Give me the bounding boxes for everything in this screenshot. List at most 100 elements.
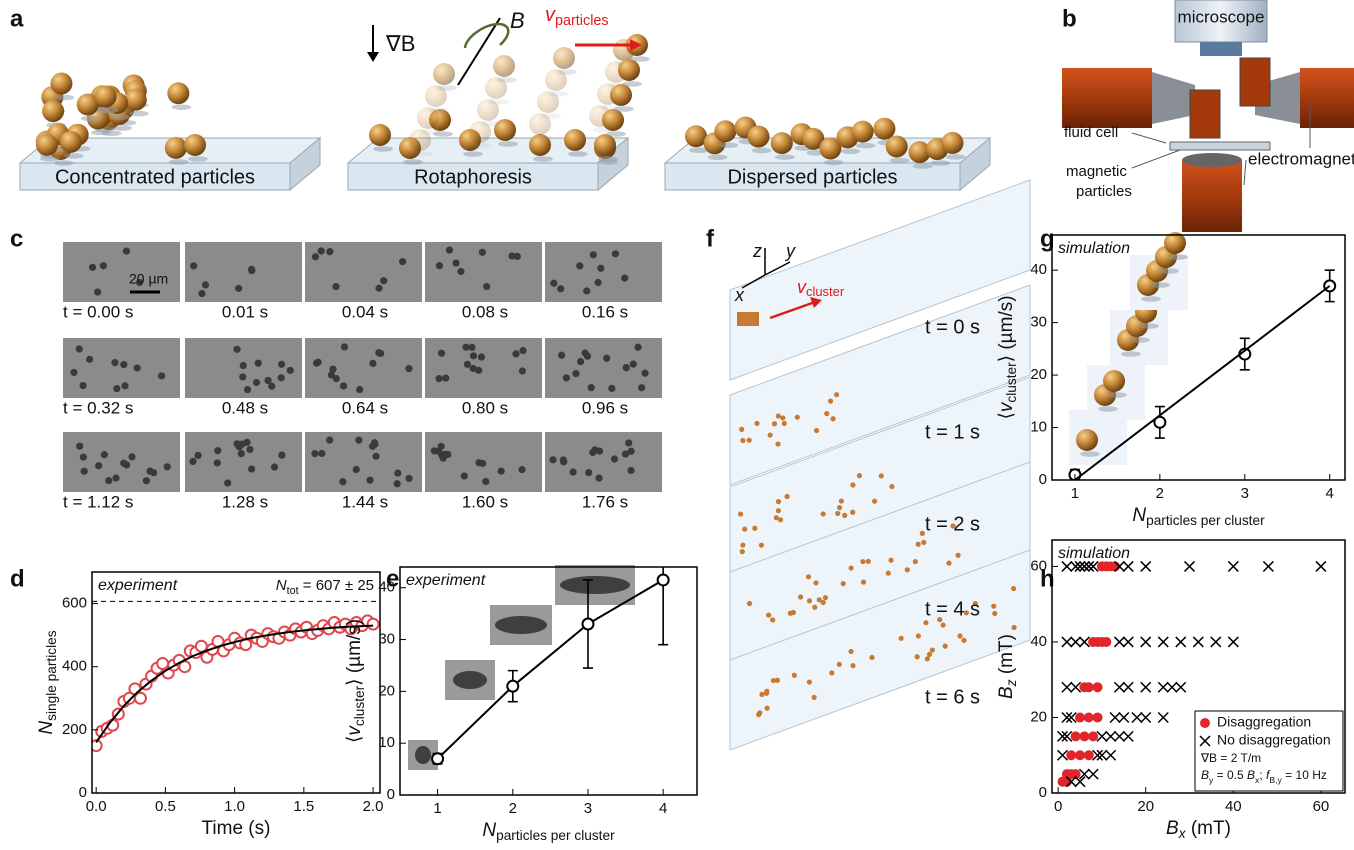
- x-tick-label: 1.5: [293, 798, 314, 815]
- data-point: [1093, 682, 1103, 692]
- data-point: [1211, 637, 1221, 647]
- text-segment: single particles: [44, 630, 59, 721]
- decoration: [714, 120, 736, 142]
- time-label: 0.04 s: [342, 302, 388, 321]
- decoration: [1182, 160, 1242, 232]
- annotation: simulation: [1058, 240, 1130, 257]
- decoration: [112, 125, 132, 131]
- decoration: [1139, 323, 1159, 329]
- data-point: [1176, 637, 1186, 647]
- decoration: [40, 156, 60, 162]
- decoration: [791, 610, 796, 615]
- decoration: [738, 511, 743, 516]
- decoration: [54, 160, 74, 166]
- decoration: [921, 540, 926, 545]
- decoration: [839, 498, 844, 503]
- snapshot-time: t = 0 s: [925, 316, 980, 338]
- decoration: [905, 567, 910, 572]
- decoration: [581, 349, 588, 356]
- decoration: [446, 246, 453, 253]
- decoration: [194, 452, 201, 459]
- figure: abcdefghConcentrated particlesRotaphores…: [0, 0, 1354, 845]
- decoration: [248, 465, 255, 472]
- data-point: [1088, 731, 1098, 741]
- decoration: [190, 262, 197, 269]
- decoration: [842, 513, 847, 518]
- decoration: [399, 258, 406, 265]
- decoration: [188, 156, 208, 162]
- decoration: [830, 416, 835, 421]
- decoration: [737, 312, 759, 326]
- decoration: [916, 542, 921, 547]
- decoration: [94, 288, 101, 295]
- legend-note: ∇B = 2 T/m: [1200, 751, 1261, 765]
- decoration: [1244, 160, 1246, 185]
- decoration: [81, 468, 88, 475]
- y-tick-label: 20: [1030, 708, 1047, 725]
- data-point: [1106, 731, 1116, 741]
- time-label: 1.28 s: [222, 492, 268, 511]
- decoration: [611, 455, 618, 462]
- decoration: [340, 382, 347, 389]
- decoration: [305, 338, 422, 398]
- decoration: [780, 415, 785, 420]
- data-point: [1071, 731, 1081, 741]
- decoration: [377, 350, 384, 357]
- decoration: [121, 382, 128, 389]
- decoration: [550, 280, 557, 287]
- legend-label: No disaggregation: [1217, 732, 1331, 748]
- text-segment: tot: [287, 585, 299, 597]
- data-point: [1123, 731, 1133, 741]
- y-tick-label: 10: [1030, 419, 1047, 436]
- decoration: [436, 262, 443, 269]
- decoration: [576, 262, 583, 269]
- decoration: [557, 69, 577, 75]
- decoration: [1159, 268, 1179, 274]
- x-tick-label: 3: [1241, 485, 1249, 502]
- decoration: [558, 352, 565, 359]
- decoration: [326, 248, 333, 255]
- decoration: [824, 411, 829, 416]
- decoration: [837, 662, 842, 667]
- decoration: [785, 494, 790, 499]
- data-point: [1084, 750, 1094, 760]
- text-segment: ⟨: [996, 412, 1017, 419]
- decoration: [123, 247, 130, 254]
- decoration: [80, 454, 87, 461]
- time-label: 1.60 s: [462, 492, 508, 511]
- decoration: [899, 636, 904, 641]
- text-segment: ⟨: [344, 736, 365, 743]
- text-segment: B: [401, 31, 416, 56]
- decoration: [590, 251, 597, 258]
- decoration: [498, 141, 518, 147]
- annotation: simulation: [1058, 545, 1130, 562]
- time-label: 0.96 s: [582, 398, 628, 417]
- decoration: [770, 617, 775, 622]
- decoration: [287, 367, 294, 374]
- data-point: [582, 619, 593, 630]
- decoration: [618, 59, 640, 81]
- decoration: [355, 437, 362, 444]
- decoration: [240, 362, 247, 369]
- decoration: [375, 285, 382, 292]
- data-point: [1158, 637, 1168, 647]
- data-point: [1101, 637, 1111, 647]
- decoration: [549, 456, 556, 463]
- time-label: t = 0.00 s: [63, 302, 133, 321]
- decoration: [326, 437, 333, 444]
- text-segment: cluster: [1004, 362, 1019, 403]
- decoration: [113, 385, 120, 392]
- decoration: [468, 344, 475, 351]
- time-label: 0.80 s: [462, 398, 508, 417]
- microscope-label: microscope: [1178, 7, 1265, 26]
- panel-letter: a: [10, 5, 24, 32]
- decoration: [394, 480, 401, 487]
- decoration: [421, 129, 441, 135]
- x-tick-label: 0: [1054, 798, 1062, 815]
- time-label: t = 1.12 s: [63, 492, 133, 511]
- text-segment: B,y: [1269, 775, 1282, 785]
- decoration: [313, 360, 320, 367]
- decoration: [318, 450, 325, 457]
- decoration: [850, 663, 855, 668]
- x-tick-label: 2.0: [363, 798, 384, 815]
